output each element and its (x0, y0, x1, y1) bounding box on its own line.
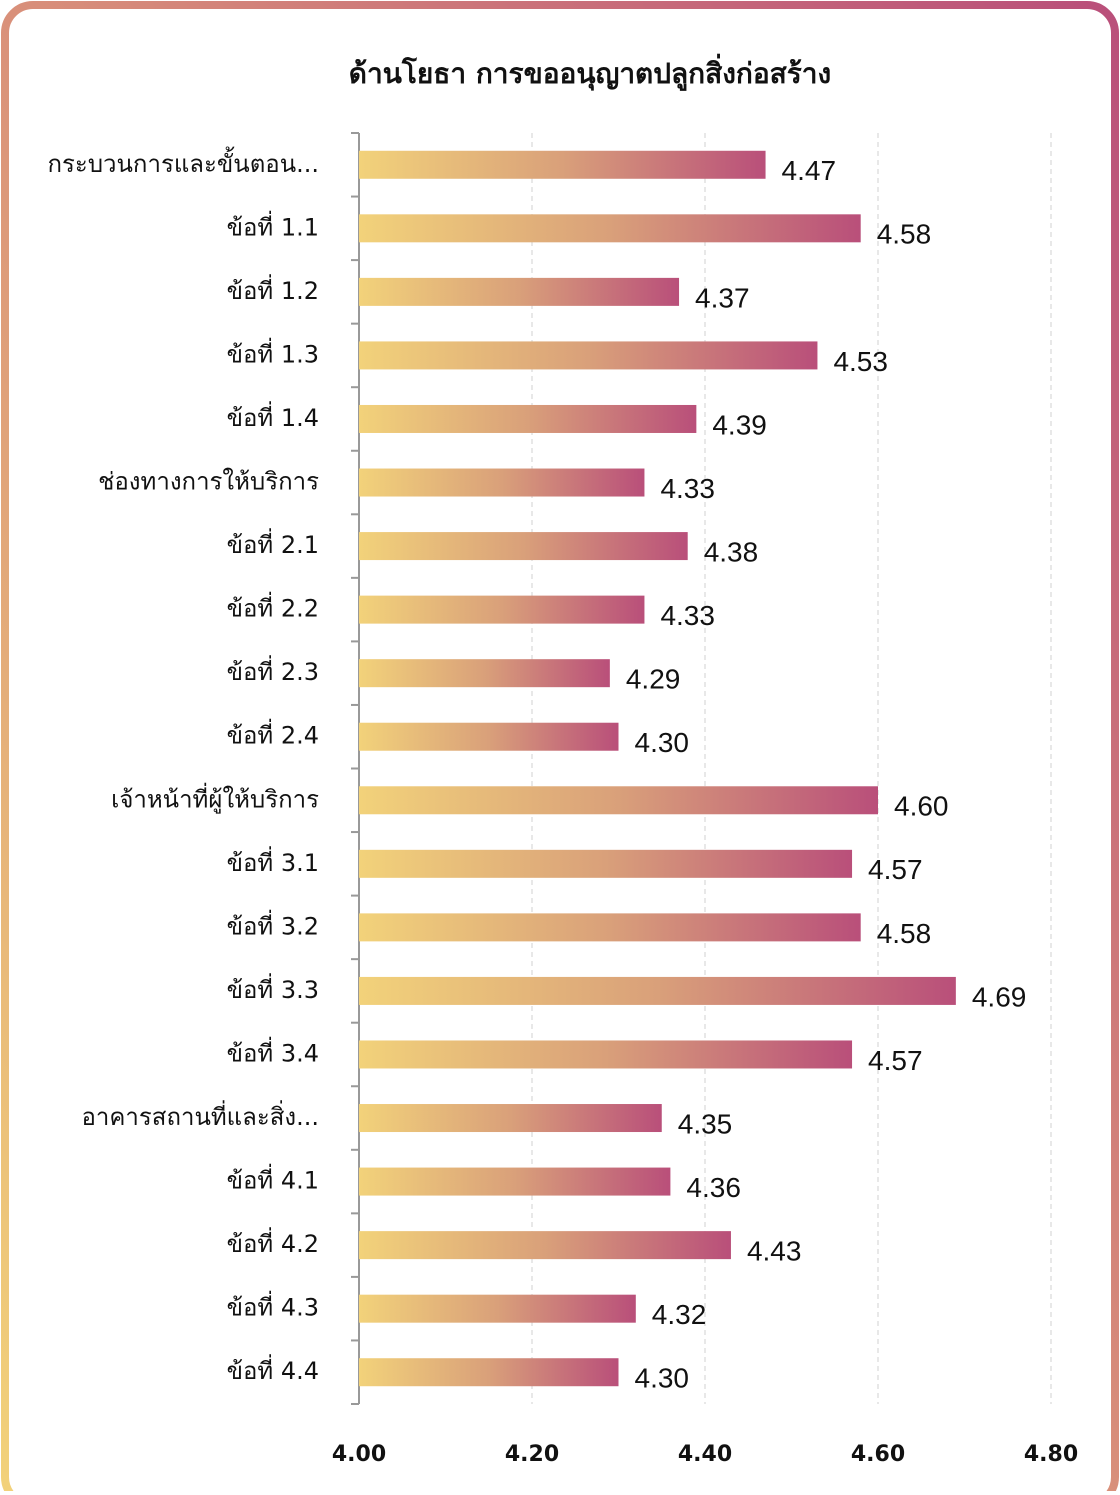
data-label: 4.33 (660, 600, 715, 631)
y-tick-label: เจ้าหน้าที่ผู้ให้บริการ (111, 782, 319, 814)
y-tick-label: ข้อที่ 3.1 (227, 846, 319, 877)
y-tick-label: ช่องทางการให้บริการ (98, 468, 319, 496)
bar (359, 214, 861, 243)
bar (359, 1040, 853, 1069)
data-label: 4.37 (695, 282, 750, 313)
bar (359, 659, 610, 688)
y-tick-label: ข้อที่ 4.1 (227, 1164, 319, 1195)
data-label: 4.57 (868, 1045, 923, 1076)
y-tick-label: ข้อที่ 2.2 (227, 592, 319, 623)
data-label: 4.58 (877, 219, 932, 250)
x-tick-label: 4.60 (851, 1442, 905, 1467)
bar (359, 1167, 671, 1196)
data-label: 4.30 (635, 727, 690, 758)
data-label: 4.29 (626, 664, 681, 695)
y-tick-label: ข้อที่ 2.4 (227, 719, 319, 750)
bar (359, 976, 956, 1005)
data-label: 4.32 (652, 1299, 707, 1330)
y-tick-label: ข้อที่ 4.3 (227, 1291, 319, 1322)
bar (359, 786, 878, 815)
data-label: 4.60 (894, 791, 949, 822)
data-label: 4.47 (782, 155, 837, 186)
bar (359, 404, 697, 433)
bar (359, 341, 818, 370)
x-tick-label: 4.80 (1024, 1442, 1078, 1467)
y-tick-label: ข้อที่ 3.3 (227, 973, 319, 1004)
data-label: 4.35 (678, 1108, 733, 1139)
y-tick-label: ข้อที่ 3.4 (227, 1036, 319, 1067)
y-tick-label: ข้อที่ 3.2 (227, 909, 319, 940)
data-label: 4.43 (747, 1236, 802, 1267)
bar (359, 277, 680, 306)
y-tick-label: ข้อที่ 4.4 (227, 1354, 319, 1385)
data-label: 4.39 (712, 409, 767, 440)
bar (359, 595, 645, 624)
bar (359, 913, 861, 942)
y-tick-label: ข้อที่ 1.3 (227, 337, 319, 368)
bar (359, 468, 645, 497)
y-tick-label: ข้อที่ 2.3 (227, 655, 319, 686)
bar (359, 150, 766, 179)
data-label: 4.58 (877, 918, 932, 949)
bar (359, 849, 853, 878)
data-label: 4.36 (686, 1172, 741, 1203)
bar (359, 1294, 636, 1323)
data-label: 4.33 (660, 473, 715, 504)
data-label: 4.69 (972, 981, 1027, 1012)
x-tick-label: 4.00 (332, 1442, 386, 1467)
y-tick-label: อาคารสถานที่และสิ่ง... (81, 1100, 319, 1131)
y-tick-label: ข้อที่ 1.1 (227, 210, 319, 241)
bar (359, 532, 688, 561)
bar (359, 1104, 662, 1133)
data-label: 4.53 (833, 346, 888, 377)
y-tick-label: ข้อที่ 4.2 (227, 1227, 319, 1258)
y-tick-label: กระบวนการและขั้นตอน... (48, 146, 320, 178)
y-tick-label: ข้อที่ 1.4 (227, 401, 319, 432)
data-label: 4.30 (635, 1363, 690, 1394)
bar (359, 1231, 731, 1260)
data-label: 4.38 (704, 536, 759, 567)
bar (359, 1358, 619, 1387)
x-tick-label: 4.20 (505, 1442, 559, 1467)
chart-title: ด้านโยธา การขออนุญาตปลูกสิ่งก่อสร้าง (349, 53, 831, 91)
data-label: 4.57 (868, 854, 923, 885)
y-tick-label: ข้อที่ 2.1 (227, 528, 319, 559)
bar (359, 722, 619, 751)
x-tick-label: 4.40 (678, 1442, 732, 1467)
y-tick-label: ข้อที่ 1.2 (227, 274, 319, 305)
